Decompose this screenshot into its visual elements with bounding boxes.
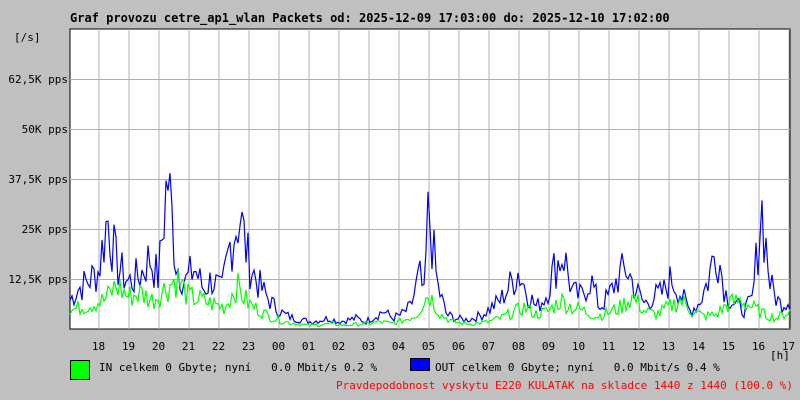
x-tick-label: 12 (632, 340, 645, 353)
x-tick-label: 13 (662, 340, 675, 353)
x-tick-label: 00 (272, 340, 285, 353)
legend-out-text: OUT celkem 0 Gbyte; nyní 0.0 Mbit/s 0.4 … (435, 361, 720, 374)
x-tick-label: 22 (212, 340, 225, 353)
x-tick-label: 03 (362, 340, 375, 353)
x-tick-label: 15 (722, 340, 735, 353)
x-tick-label: 21 (182, 340, 195, 353)
x-tick-label: 23 (242, 340, 255, 353)
x-tick-label: 11 (602, 340, 615, 353)
legend-in-text: IN celkem 0 Gbyte; nyní 0.0 Mbit/s 0.2 % (99, 361, 378, 374)
legend-in-swatch (70, 360, 90, 380)
footer-note: Pravdepodobnost vyskytu E220 KULATAK na … (336, 379, 793, 392)
x-tick-label: 08 (512, 340, 525, 353)
y-tick-label: 37,5K pps (8, 173, 68, 186)
y-tick-label: 62,5K pps (8, 73, 68, 86)
chart-title: Graf provozu cetre_ap1_wlan Packets od: … (70, 11, 670, 25)
x-tick-label: 01 (302, 340, 315, 353)
legend-out-swatch (410, 358, 430, 371)
x-tick-label: 05 (422, 340, 435, 353)
y-axis-unit-label: [/s] (14, 31, 41, 44)
series-out-line (69, 173, 791, 326)
x-axis-unit-label: [h] (770, 349, 790, 362)
x-tick-label: 07 (482, 340, 495, 353)
x-tick-label: 17 (782, 340, 795, 353)
x-tick-label: 14 (692, 340, 706, 353)
x-tick-label: 02 (332, 340, 345, 353)
y-tick-label: 12,5K pps (8, 273, 68, 286)
series-in-line (69, 270, 791, 328)
x-tick-label: 18 (92, 340, 105, 353)
x-tick-label: 04 (392, 340, 406, 353)
x-tick-label: 16 (752, 340, 765, 353)
y-tick-label: 25K pps (22, 223, 68, 236)
x-tick-label: 20 (152, 340, 165, 353)
x-tick-label: 10 (572, 340, 585, 353)
x-tick-label: 19 (122, 340, 135, 353)
x-tick-label: 06 (452, 340, 465, 353)
y-tick-label: 50K pps (22, 123, 68, 136)
x-tick-label: 09 (542, 340, 555, 353)
